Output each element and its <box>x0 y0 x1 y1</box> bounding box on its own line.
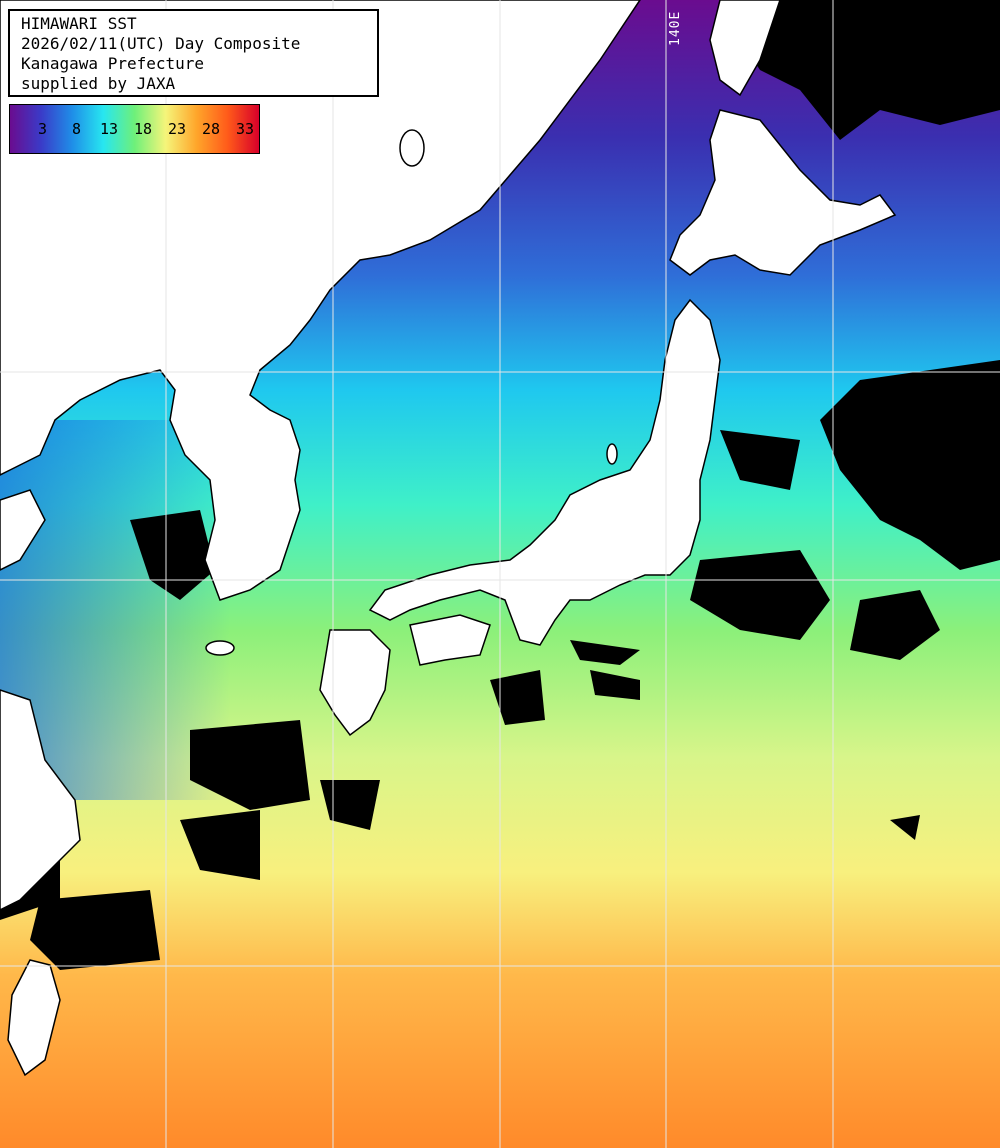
legend-tick: 13 <box>100 120 119 138</box>
land-hokkaido <box>669 109 897 276</box>
land-china-coast <box>0 489 46 571</box>
legend-tick: 33 <box>236 120 255 138</box>
title-line-region: Kanagawa Prefecture <box>21 54 205 73</box>
land-sakhalin <box>709 0 781 97</box>
title-line-product: HIMAWARI SST <box>21 14 137 33</box>
map-title-box: HIMAWARI SST 2026/02/11(UTC) Day Composi… <box>8 9 379 97</box>
land-taiwan <box>7 959 61 1077</box>
legend-tick: 23 <box>168 120 187 138</box>
land-shikoku <box>409 614 491 666</box>
legend-tick: 8 <box>72 120 82 138</box>
land-island-jeju <box>205 640 235 656</box>
land-island-ulleung <box>399 129 425 167</box>
legend-tick: 18 <box>134 120 153 138</box>
no-data-regions <box>0 0 1000 970</box>
land-honshu <box>368 298 721 646</box>
title-line-credit: supplied by JAXA <box>21 74 176 93</box>
legend-tick: 3 <box>38 120 48 138</box>
title-line-date: 2026/02/11(UTC) Day Composite <box>21 34 301 53</box>
land-china-south <box>0 689 81 911</box>
longitude-label: 140E <box>668 10 683 46</box>
legend-tick: 28 <box>202 120 221 138</box>
land-island-sado <box>606 443 618 465</box>
land-kyushu <box>319 629 391 737</box>
temperature-color-legend: 3 8 13 18 23 28 33 <box>9 104 260 154</box>
latitude-label: 40N <box>2 352 29 367</box>
